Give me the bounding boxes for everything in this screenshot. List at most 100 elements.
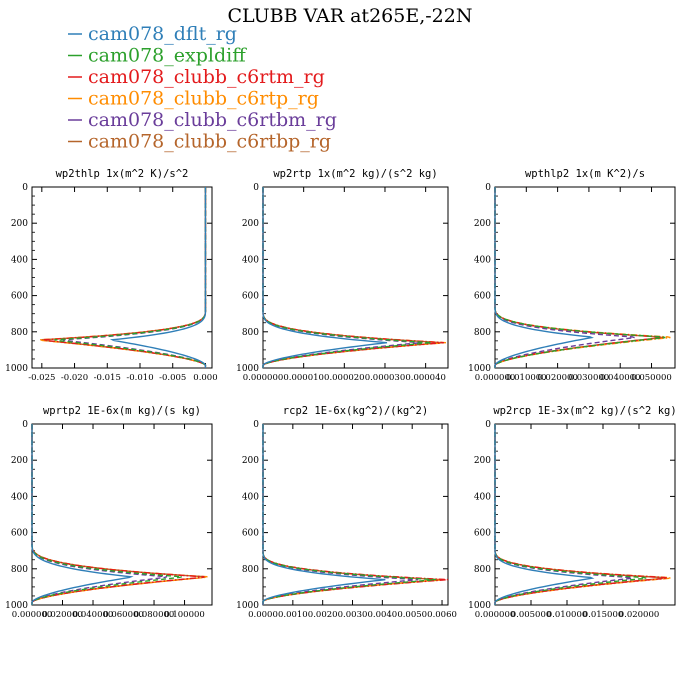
- series-line-cam078_dflt_rg: [494, 424, 595, 605]
- x-tick-label: 0.0000: [248, 610, 278, 620]
- x-tick-label: 0.020000: [537, 373, 578, 383]
- y-tick-label: 800: [474, 565, 491, 575]
- chart-panel: wp2rtp 1x(m^2 kg)/(s^2 kg) 0 200 400 600 800 1…: [236, 168, 449, 383]
- y-tick-label: 600: [242, 529, 259, 539]
- panel-title: rcp2 1E-6x(kg^2)/(kg^2): [283, 405, 428, 417]
- series-line-cam078_clubb_c6rtbp_rg: [494, 424, 666, 605]
- y-tick-label: 200: [242, 456, 259, 466]
- x-tick-label: 0.010000: [506, 373, 547, 383]
- chart-panel: wprtp2 1E-6x(m kg)/(s kg) 0 200 400 600 800 10…: [5, 405, 213, 620]
- x-tick-label: 0.000010: [283, 373, 324, 383]
- x-tick-label: 0.080000: [134, 610, 175, 620]
- y-tick-label: 600: [242, 292, 259, 302]
- x-tick-label: 0.040000: [73, 610, 114, 620]
- legend-entry: cam078_dflt_rg: [88, 23, 237, 45]
- y-tick-label: 800: [242, 565, 259, 575]
- chart-panel: rcp2 1E-6x(kg^2)/(kg^2) 0 200 400 600 800 1000…: [236, 405, 457, 620]
- y-tick-label: 1000: [236, 364, 259, 374]
- x-tick-label: 0.000000: [243, 373, 284, 383]
- x-tick-label: -0.010: [126, 373, 153, 383]
- x-tick-label: 0.000000: [475, 610, 516, 620]
- y-tick-label: 600: [474, 292, 491, 302]
- series-line-cam078_dflt_rg: [31, 424, 134, 605]
- x-tick-label: 0.040000: [600, 373, 641, 383]
- y-tick-label: 200: [242, 219, 259, 229]
- y-tick-label: 1000: [236, 601, 259, 611]
- y-tick-label: 0: [22, 420, 28, 430]
- y-tick-label: 400: [242, 492, 259, 502]
- series-line-cam078_clubb_c6rtp_rg: [494, 187, 671, 368]
- y-tick-label: 600: [11, 529, 28, 539]
- x-tick-label: 0.0020: [308, 610, 338, 620]
- y-tick-label: 0: [253, 183, 259, 193]
- y-tick-label: 0: [485, 183, 491, 193]
- series-line-cam078_clubb_c6rtbp_rg: [262, 424, 443, 605]
- y-tick-label: 400: [474, 492, 491, 502]
- x-tick-label: -0.025: [28, 373, 55, 383]
- plot-frame: [494, 186, 676, 369]
- x-tick-label: 0.030000: [569, 373, 610, 383]
- plot-frame: [31, 423, 213, 606]
- legend: cam078_dflt_rgcam078_expldiffcam078_club…: [68, 23, 337, 153]
- legend-entry: cam078_clubb_c6rtbp_rg: [88, 131, 331, 153]
- series-line-cam078_clubb_c6rtbp_rg: [41, 187, 207, 368]
- series-line-cam078_expldiff: [494, 424, 647, 605]
- y-tick-label: 200: [474, 219, 491, 229]
- y-tick-label: 800: [11, 328, 28, 338]
- x-tick-label: 0.005000: [511, 610, 552, 620]
- series-line-cam078_expldiff: [262, 424, 437, 605]
- x-tick-label: -0.015: [94, 373, 121, 383]
- x-tick-label: 0.020000: [42, 610, 83, 620]
- series-line-cam078_clubb_c6rtbm_rg: [494, 187, 635, 368]
- y-tick-label: 400: [11, 255, 28, 265]
- y-tick-label: 800: [474, 328, 491, 338]
- x-tick-label: 0.000000: [12, 610, 53, 620]
- y-tick-label: 0: [22, 183, 28, 193]
- chart-panel: wpthlp2 1x(m K^2)/s 0 200 400 600 800 10000.00…: [468, 168, 676, 383]
- x-tick-label: -0.020: [61, 373, 88, 383]
- x-tick-label: -0.005: [159, 373, 186, 383]
- y-tick-label: 1000: [468, 601, 491, 611]
- series-line-cam078_clubb_c6rtbp_rg: [262, 187, 443, 368]
- series-line-cam078_dflt_rg: [109, 187, 207, 368]
- legend-entry: cam078_clubb_c6rtp_rg: [88, 88, 319, 110]
- series-line-cam078_expldiff: [262, 187, 432, 368]
- plot-frame: [494, 423, 676, 606]
- series-line-cam078_clubb_c6rtm_rg: [43, 187, 207, 368]
- x-tick-label: 0.050000: [631, 373, 672, 383]
- x-tick-label: 0.100000: [164, 610, 205, 620]
- y-tick-label: 1000: [5, 601, 28, 611]
- figure-title: CLUBB VAR at265E,-22N: [228, 5, 473, 27]
- y-tick-label: 800: [242, 328, 259, 338]
- panel-title: wprtp2 1E-6x(m kg)/(s kg): [43, 405, 201, 417]
- series-line-cam078_dflt_rg: [494, 187, 594, 368]
- chart-panel: wp2rcp 1E-3x(m^2 kg)/(s^2 kg)0 200 400 600 8…: [468, 405, 677, 620]
- x-tick-label: 0.0040: [367, 610, 397, 620]
- y-tick-label: 600: [474, 529, 491, 539]
- y-tick-label: 400: [11, 492, 28, 502]
- x-tick-label: 0.020000: [619, 610, 660, 620]
- series-line-cam078_expldiff: [494, 187, 666, 368]
- y-tick-label: 200: [11, 219, 28, 229]
- x-tick-label: 0.060000: [103, 610, 144, 620]
- y-tick-label: 0: [485, 420, 491, 430]
- y-tick-label: 400: [474, 255, 491, 265]
- x-tick-label: 0.0060: [427, 610, 457, 620]
- series-line-cam078_clubb_c6rtp_rg: [31, 424, 208, 605]
- series-line-cam078_clubb_c6rtm_rg: [494, 424, 668, 605]
- series-line-cam078_clubb_c6rtbm_rg: [494, 424, 633, 605]
- chart-panel: wp2thlp 1x(m^2 K)/s^202004006008001000-0…: [5, 168, 218, 383]
- chart-panels: wp2thlp 1x(m^2 K)/s^202004006008001000-0…: [5, 168, 677, 620]
- y-tick-label: 400: [242, 255, 259, 265]
- x-tick-label: 0.000020: [324, 373, 365, 383]
- x-tick-label: 0.0050: [397, 610, 427, 620]
- y-tick-label: 1000: [5, 364, 28, 374]
- x-tick-label: 0.0030: [338, 610, 368, 620]
- y-tick-label: 0: [253, 420, 259, 430]
- panel-title: wp2rcp 1E-3x(m^2 kg)/(s^2 kg): [493, 405, 676, 417]
- y-tick-label: 800: [11, 565, 28, 575]
- x-tick-label: 0.000030: [365, 373, 406, 383]
- y-tick-label: 600: [11, 292, 28, 302]
- legend-entry: cam078_clubb_c6rtm_rg: [88, 66, 325, 88]
